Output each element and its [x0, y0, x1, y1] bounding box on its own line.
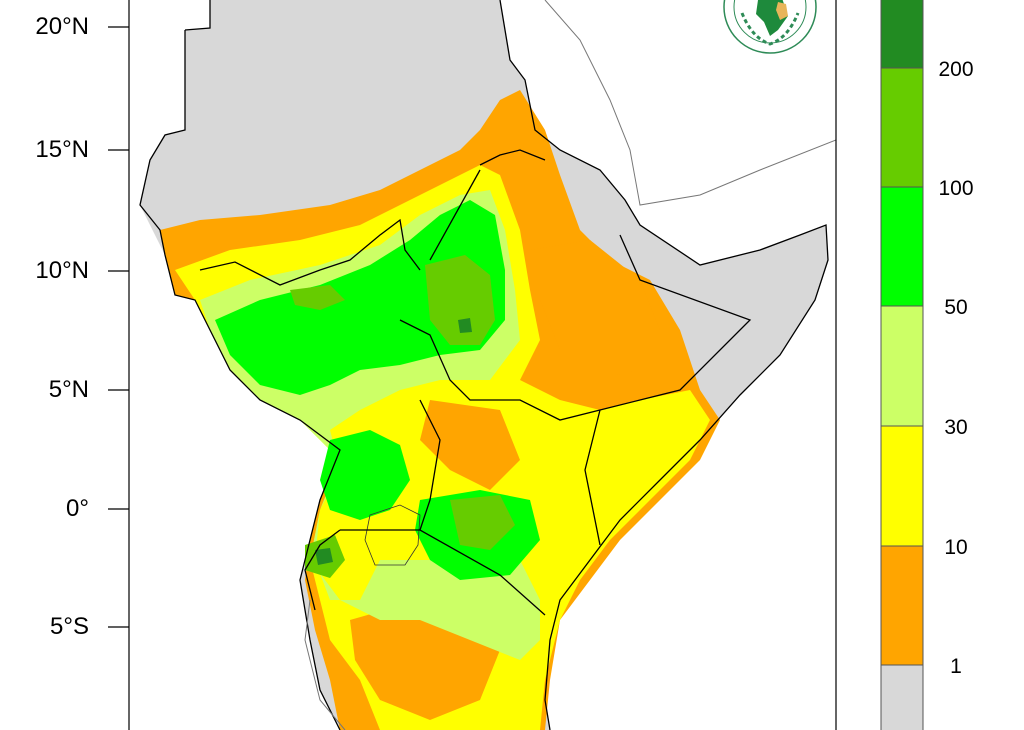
rain-100-200-southsudan	[290, 285, 345, 310]
rain-1-10-patch-kenya	[420, 400, 520, 490]
map-field	[139, 0, 836, 730]
colorbar-label-30: 30	[944, 416, 968, 439]
y-tick-label-5n: 5°N	[48, 376, 89, 403]
colorbar-label-1: 1	[950, 655, 962, 678]
arabia-coastline	[544, 0, 836, 206]
lake-victoria	[364, 504, 421, 566]
y-tick-label-15n: 15°N	[35, 136, 89, 163]
rain-50-100-region	[215, 200, 505, 395]
colorbar-label-50: 50	[944, 296, 968, 319]
y-tick-label-5s: 5°S	[50, 613, 89, 640]
y-tick-label-0: 0°	[66, 495, 89, 522]
rain-over-200-patch	[315, 548, 333, 565]
lake-tanganyika-outline	[304, 599, 346, 730]
rain-over-200-patch-eth	[458, 318, 472, 333]
y-tick-label-10n: 10°N	[35, 257, 89, 284]
colorbar-label-100: 100	[938, 177, 974, 200]
country-borders	[139, 0, 829, 730]
colorbar-label-200: 200	[938, 58, 974, 81]
colorbar	[880, 0, 924, 730]
rain-100-200-ethiopia	[425, 255, 495, 345]
y-axis-ticks	[108, 26, 129, 628]
colorbar-label-10: 10	[944, 536, 968, 559]
rain-50-100-uganda	[320, 430, 410, 520]
rain-1-10-patch-ethiopia	[530, 240, 660, 380]
y-tick-label-20n: 20°N	[35, 13, 89, 40]
igad-logo	[723, 0, 817, 54]
rain-100-200-kenya	[450, 495, 515, 550]
